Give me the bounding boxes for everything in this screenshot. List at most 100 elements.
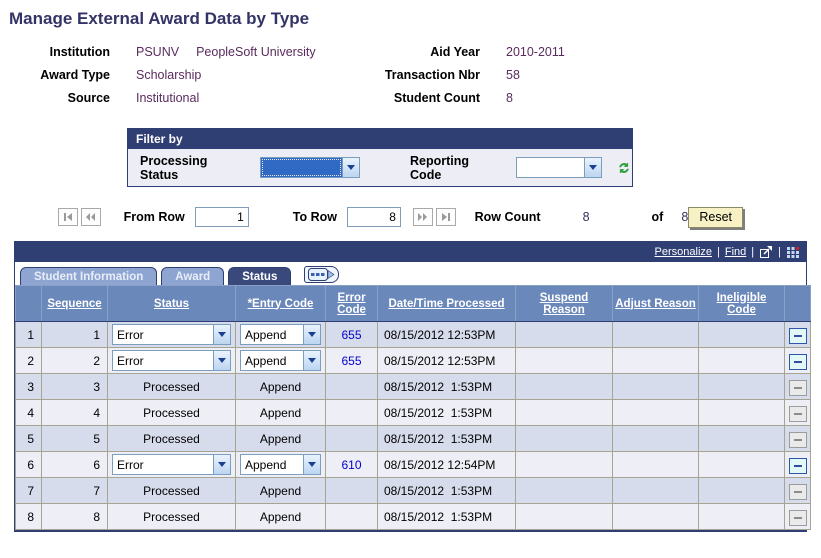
to-row-label: To Row	[292, 210, 337, 224]
delete-row-icon[interactable]	[788, 457, 807, 474]
page-title: Manage External Award Data by Type	[9, 9, 310, 28]
chevron-down-icon[interactable]	[303, 351, 320, 370]
ineligible-code-cell	[698, 477, 785, 504]
table-row: 8 8 Processed Append 08/15/2012 1:53PM	[15, 503, 811, 530]
adjust-reason-cell	[612, 503, 699, 530]
row-number: 3	[15, 373, 42, 400]
chevron-down-icon[interactable]	[213, 351, 230, 370]
status-select[interactable]: Error	[112, 454, 231, 475]
adjust-reason-cell	[612, 373, 699, 400]
suspend-reason-cell	[515, 503, 613, 530]
view-all-icon[interactable]	[759, 245, 773, 259]
award-type-value: Scholarship	[136, 68, 202, 82]
delete-row-icon[interactable]	[788, 353, 807, 370]
table-row: 2 2 Error Append 655	[15, 347, 811, 374]
ineligible-code-cell	[698, 399, 785, 426]
entry-code-cell: Append	[235, 451, 326, 478]
download-to-excel-icon[interactable]	[786, 246, 800, 259]
col-datetime-processed[interactable]: Date/Time Processed	[377, 285, 516, 322]
refresh-icon[interactable]	[616, 160, 632, 176]
next-rows-icon[interactable]	[412, 208, 433, 226]
entry-code-cell: Append	[235, 347, 326, 374]
col-status[interactable]: Status	[107, 285, 236, 322]
personalize-link[interactable]: Personalize	[654, 246, 713, 258]
adjust-reason-cell	[612, 399, 699, 426]
col-entry-code[interactable]: *Entry Code	[235, 285, 326, 322]
row-number: 6	[15, 451, 42, 478]
previous-rows-icon[interactable]	[80, 208, 101, 226]
last-row-icon[interactable]	[435, 208, 456, 226]
adjust-reason-cell	[612, 451, 699, 478]
status-cell: Processed	[107, 503, 236, 530]
aid-year-value: 2010-2011	[506, 45, 565, 59]
reporting-code-label: Reporting Code	[410, 153, 470, 182]
status-select[interactable]: Error	[112, 324, 231, 345]
entry-code-cell: Append	[235, 399, 326, 426]
field-source: Source Institutional	[28, 91, 380, 105]
first-row-icon[interactable]	[58, 208, 78, 226]
actions-cell	[784, 425, 811, 452]
entry-code-cell: Append	[235, 321, 326, 348]
show-all-columns-icon[interactable]	[304, 266, 340, 283]
suspend-reason-cell	[515, 399, 613, 426]
entry-code-cell: Append	[235, 425, 326, 452]
reporting-code-select[interactable]	[515, 157, 602, 178]
error-code-link[interactable]: 655	[341, 353, 362, 368]
grid-tab-row: Student Information Award Status	[15, 262, 806, 285]
filter-panel-title: Filter by	[128, 129, 632, 149]
tab-award[interactable]: Award	[161, 267, 225, 285]
row-number: 7	[15, 477, 42, 504]
delete-row-icon[interactable]	[788, 327, 807, 344]
status-select[interactable]: Error	[112, 350, 231, 371]
reset-button[interactable]: Reset	[688, 206, 743, 228]
source-label: Source	[67, 91, 110, 105]
col-adjust-reason[interactable]: Adjust Reason	[612, 285, 699, 322]
row-number: 5	[15, 425, 42, 452]
error-code-cell: 655	[325, 321, 378, 348]
error-code-link[interactable]: 655	[341, 327, 362, 342]
to-row-input[interactable]	[346, 207, 401, 227]
processing-status-select[interactable]	[260, 157, 361, 178]
from-row-input[interactable]	[194, 207, 249, 227]
row-number: 2	[15, 347, 42, 374]
aid-year-label: Aid Year	[430, 45, 480, 59]
table-header-row: Sequence Status *Entry Code Error Code D…	[15, 285, 811, 322]
chevron-down-icon[interactable]	[213, 325, 230, 344]
error-code-cell	[325, 425, 378, 452]
datetime-cell: 08/15/2012 1:53PM	[377, 503, 516, 530]
entry-code-select[interactable]: Append	[240, 350, 321, 371]
datetime-cell: 08/15/2012 12:53PM	[377, 321, 516, 348]
chevron-down-icon[interactable]	[303, 455, 320, 474]
tab-status[interactable]: Status	[228, 267, 292, 285]
adjust-reason-cell	[612, 477, 699, 504]
find-link[interactable]: Find	[724, 246, 747, 258]
sequence-cell: 8	[41, 503, 108, 530]
adjust-reason-cell	[612, 425, 699, 452]
chevron-down-icon[interactable]	[584, 158, 601, 177]
entry-code-select[interactable]: Append	[240, 324, 321, 345]
field-transaction-nbr: Transaction Nbr 58	[380, 68, 565, 82]
error-code-cell: 655	[325, 347, 378, 374]
status-cell: Error	[107, 347, 236, 374]
chevron-down-icon[interactable]	[303, 325, 320, 344]
error-code-link[interactable]: 610	[341, 457, 362, 472]
actions-cell	[784, 477, 811, 504]
col-sequence[interactable]: Sequence	[41, 285, 108, 322]
tab-student-information[interactable]: Student Information	[20, 267, 158, 285]
col-suspend-reason[interactable]: Suspend Reason	[515, 285, 613, 322]
entry-code-select[interactable]: Append	[240, 454, 321, 475]
chevron-down-icon[interactable]	[213, 455, 230, 474]
col-error-code[interactable]: Error Code	[325, 285, 378, 322]
col-ineligible-code[interactable]: Ineligible Code	[698, 285, 785, 322]
datetime-cell: 08/15/2012 1:53PM	[377, 373, 516, 400]
table-row: 1 1 Error Append 655	[15, 321, 811, 348]
ineligible-code-cell	[698, 347, 785, 374]
suspend-reason-cell	[515, 373, 613, 400]
ineligible-code-cell	[698, 321, 785, 348]
error-code-cell	[325, 373, 378, 400]
status-cell: Error	[107, 321, 236, 348]
toolbar-separator: |	[778, 246, 781, 258]
suspend-reason-cell	[515, 321, 613, 348]
chevron-down-icon[interactable]	[342, 158, 360, 177]
